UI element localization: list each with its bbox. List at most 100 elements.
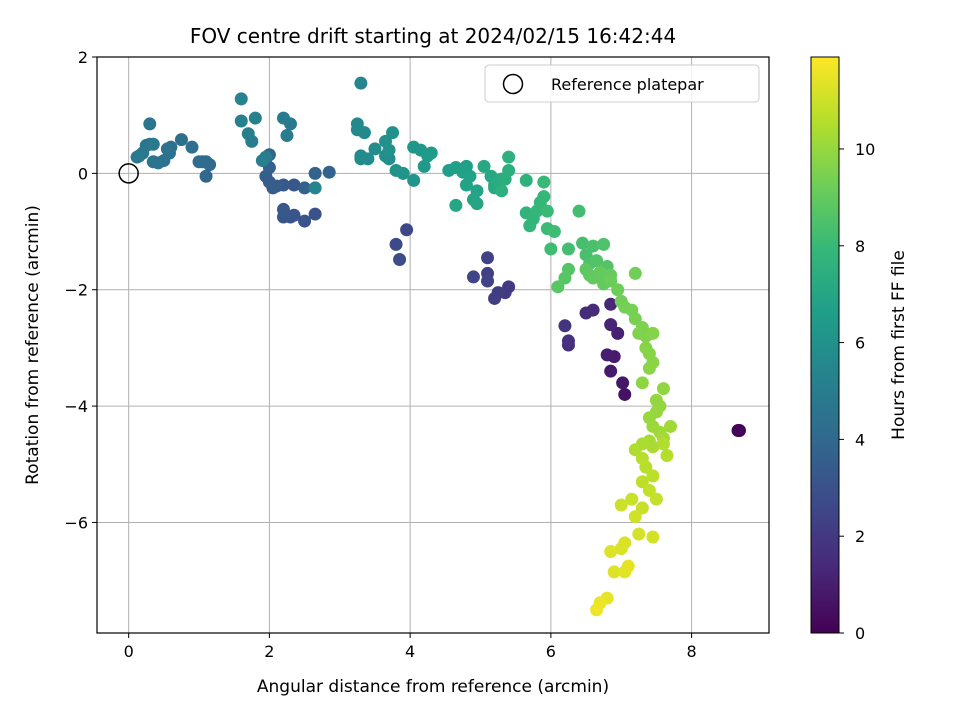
colorbar: 0 2 4 6 8 10 Hours from first FF file xyxy=(810,56,909,643)
data-point xyxy=(146,137,160,151)
data-point xyxy=(660,449,674,463)
y-axis-label: Rotation from reference (arcmin) xyxy=(23,205,43,485)
data-point xyxy=(604,318,618,332)
data-point xyxy=(537,190,551,204)
data-point xyxy=(646,530,660,544)
data-point xyxy=(470,197,484,211)
data-point xyxy=(449,198,463,212)
data-point xyxy=(477,159,491,173)
colorbar-tick-label: 6 xyxy=(855,334,865,353)
data-point xyxy=(639,460,653,474)
x-axis-ticks: 0 2 4 6 8 xyxy=(124,633,697,661)
colorbar-tick-label: 4 xyxy=(855,430,865,449)
data-point xyxy=(625,492,639,506)
legend-marker-icon xyxy=(502,73,524,95)
data-point xyxy=(382,143,396,157)
data-point xyxy=(618,387,632,401)
data-point xyxy=(597,237,611,251)
data-point xyxy=(604,364,618,378)
y-tick-label: −6 xyxy=(64,513,88,532)
data-point xyxy=(130,150,144,164)
data-point xyxy=(646,469,660,483)
colorbar-tick-label: 8 xyxy=(855,237,865,256)
data-point xyxy=(354,76,368,90)
data-point xyxy=(234,114,248,128)
data-point xyxy=(400,223,414,237)
data-point xyxy=(551,280,565,294)
data-point xyxy=(628,443,642,457)
data-point xyxy=(361,152,375,166)
data-point xyxy=(308,181,322,195)
data-point xyxy=(600,348,614,362)
data-point xyxy=(481,251,495,265)
data-point xyxy=(199,169,213,183)
colorbar-tick-label: 2 xyxy=(855,527,865,546)
data-point xyxy=(276,202,290,216)
data-point xyxy=(593,265,607,279)
data-point xyxy=(502,163,516,177)
data-point xyxy=(255,154,269,168)
data-point xyxy=(298,181,312,195)
data-point xyxy=(628,266,642,280)
data-point xyxy=(731,424,745,438)
chart-title: FOV centre drift starting at 2024/02/15 … xyxy=(190,24,676,48)
data-point xyxy=(635,376,649,390)
data-point xyxy=(502,150,516,164)
data-point xyxy=(389,237,403,251)
data-point xyxy=(576,236,590,250)
data-point xyxy=(656,382,670,396)
data-point xyxy=(523,219,537,233)
data-point xyxy=(192,155,206,169)
data-point xyxy=(614,498,628,512)
y-axis-ticks: 2 0 −2 −4 −6 xyxy=(64,48,97,532)
data-point xyxy=(632,527,646,541)
scatter-points xyxy=(130,76,746,617)
data-point xyxy=(298,214,312,228)
data-point xyxy=(604,545,618,559)
data-point xyxy=(558,319,572,333)
data-point xyxy=(519,173,533,187)
grid xyxy=(97,56,769,633)
data-point xyxy=(368,142,382,156)
y-tick-label: 0 xyxy=(78,164,88,183)
data-point xyxy=(248,111,262,125)
data-point xyxy=(561,242,575,256)
y-tick-label: 2 xyxy=(78,48,88,67)
data-point xyxy=(466,270,480,284)
data-point xyxy=(614,542,628,556)
data-point xyxy=(649,492,663,506)
reference-marker xyxy=(118,163,139,184)
x-tick-label: 2 xyxy=(264,642,274,661)
data-point xyxy=(322,165,336,179)
data-point xyxy=(417,159,431,173)
data-point xyxy=(185,140,199,154)
data-point xyxy=(572,204,586,218)
data-point xyxy=(663,419,677,433)
legend-box xyxy=(484,64,760,103)
data-point xyxy=(646,326,660,340)
data-point xyxy=(635,475,649,489)
data-point xyxy=(424,146,438,160)
data-point xyxy=(234,92,248,106)
colorbar-tick-label: 10 xyxy=(855,140,875,159)
colorbar-gradient xyxy=(810,56,840,634)
data-point xyxy=(611,326,625,340)
x-axis-label: Angular distance from reference (arcmin) xyxy=(257,677,609,697)
data-point xyxy=(241,127,255,141)
colorbar-tick-label: 0 xyxy=(855,624,865,643)
data-point xyxy=(357,126,371,140)
data-point xyxy=(540,204,554,218)
data-point xyxy=(386,126,400,140)
legend: Reference platepar xyxy=(484,64,760,103)
data-point xyxy=(481,274,495,288)
data-point xyxy=(604,297,618,311)
x-tick-label: 6 xyxy=(546,642,556,661)
data-point xyxy=(488,291,502,305)
y-tick-label: −2 xyxy=(64,281,88,300)
data-point xyxy=(611,283,625,297)
colorbar-label: Hours from first FF file xyxy=(889,250,909,440)
data-point xyxy=(495,184,509,198)
data-point xyxy=(642,483,656,497)
data-point xyxy=(393,252,407,266)
